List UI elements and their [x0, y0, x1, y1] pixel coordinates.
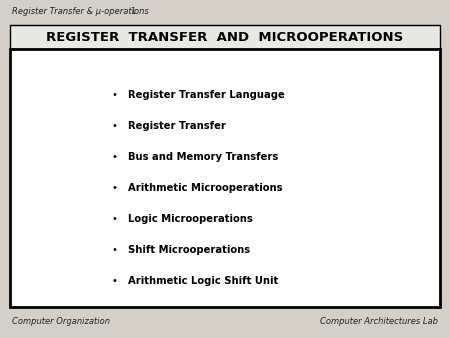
Text: •: • [111, 121, 117, 131]
Text: Computer Organization: Computer Organization [12, 317, 110, 326]
Text: Shift Microoperations: Shift Microoperations [128, 245, 250, 255]
Text: Arithmetic Logic Shift Unit: Arithmetic Logic Shift Unit [128, 276, 279, 286]
Text: •: • [111, 91, 117, 100]
Text: •: • [111, 276, 117, 286]
Text: Register Transfer & μ-operations: Register Transfer & μ-operations [12, 7, 149, 16]
Text: Bus and Memory Transfers: Bus and Memory Transfers [128, 152, 279, 162]
FancyBboxPatch shape [10, 25, 440, 49]
Text: •: • [111, 214, 117, 224]
Text: Logic Microoperations: Logic Microoperations [128, 214, 253, 224]
Text: Computer Architectures Lab: Computer Architectures Lab [320, 317, 438, 326]
FancyBboxPatch shape [10, 49, 440, 307]
Text: REGISTER  TRANSFER  AND  MICROOPERATIONS: REGISTER TRANSFER AND MICROOPERATIONS [46, 31, 404, 44]
Text: 1: 1 [130, 7, 136, 16]
Text: Arithmetic Microoperations: Arithmetic Microoperations [128, 183, 283, 193]
Text: Register Transfer Language: Register Transfer Language [128, 91, 285, 100]
Text: Register Transfer: Register Transfer [128, 121, 226, 131]
Text: •: • [111, 152, 117, 162]
Text: •: • [111, 183, 117, 193]
Text: •: • [111, 245, 117, 255]
